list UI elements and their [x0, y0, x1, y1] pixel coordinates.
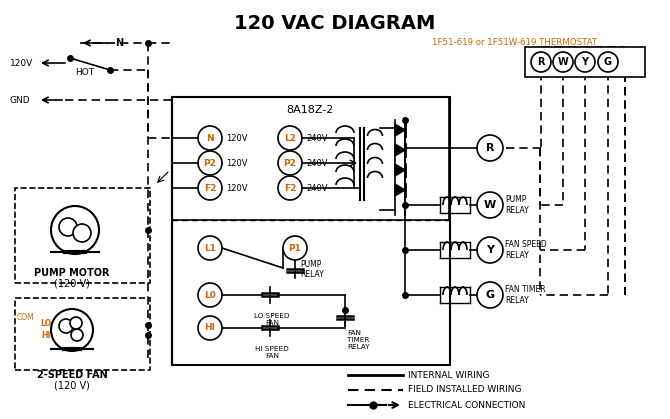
- Circle shape: [198, 126, 222, 150]
- Circle shape: [575, 52, 595, 72]
- Text: COM: COM: [17, 313, 35, 323]
- Text: FAN SPEED
RELAY: FAN SPEED RELAY: [505, 241, 547, 260]
- Circle shape: [59, 319, 73, 333]
- Text: 240V: 240V: [306, 184, 328, 192]
- Text: P1: P1: [289, 243, 302, 253]
- Text: G: G: [486, 290, 494, 300]
- Text: L1: L1: [204, 243, 216, 253]
- Text: L2: L2: [284, 134, 296, 142]
- Text: 240V: 240V: [306, 134, 328, 142]
- Text: 120 VAC DIAGRAM: 120 VAC DIAGRAM: [234, 14, 436, 33]
- Text: ELECTRICAL CONNECTION: ELECTRICAL CONNECTION: [408, 401, 525, 409]
- Text: LO SPEED
FAN: LO SPEED FAN: [254, 313, 289, 326]
- Text: HI: HI: [204, 323, 216, 333]
- Circle shape: [70, 317, 82, 329]
- Bar: [15, 188, 150, 283]
- Circle shape: [198, 316, 222, 340]
- Circle shape: [198, 151, 222, 175]
- Circle shape: [73, 224, 91, 242]
- Circle shape: [477, 282, 503, 308]
- Circle shape: [198, 283, 222, 307]
- Text: 120V: 120V: [226, 134, 247, 142]
- Text: 120V: 120V: [10, 59, 34, 67]
- Text: FAN
TIMER
RELAY: FAN TIMER RELAY: [347, 330, 370, 350]
- Text: 120V: 120V: [226, 184, 247, 192]
- Polygon shape: [395, 124, 405, 136]
- Circle shape: [198, 236, 222, 260]
- Circle shape: [477, 192, 503, 218]
- Circle shape: [531, 52, 551, 72]
- Text: N: N: [206, 134, 214, 142]
- Bar: [172, 97, 449, 220]
- Bar: [525, 47, 645, 77]
- Circle shape: [477, 237, 503, 263]
- Circle shape: [278, 126, 302, 150]
- Polygon shape: [395, 184, 405, 196]
- Text: LO: LO: [40, 320, 51, 328]
- Text: N: N: [115, 38, 123, 48]
- Polygon shape: [395, 144, 405, 156]
- Text: (120 V): (120 V): [54, 278, 90, 288]
- Text: F2: F2: [204, 184, 216, 192]
- Text: PUMP
RELAY: PUMP RELAY: [300, 260, 324, 279]
- Text: FAN TIMER
RELAY: FAN TIMER RELAY: [505, 285, 545, 305]
- Text: (120 V): (120 V): [54, 380, 90, 390]
- Text: 1F51-619 or 1F51W-619 THERMOSTAT: 1F51-619 or 1F51W-619 THERMOSTAT: [432, 38, 597, 47]
- Circle shape: [71, 329, 83, 341]
- Text: W: W: [557, 57, 568, 67]
- Circle shape: [553, 52, 573, 72]
- Text: W: W: [484, 200, 496, 210]
- Text: INTERNAL WIRING: INTERNAL WIRING: [408, 370, 490, 380]
- Circle shape: [598, 52, 618, 72]
- Text: P2: P2: [204, 158, 216, 168]
- Text: Y: Y: [582, 57, 588, 67]
- Text: R: R: [486, 143, 494, 153]
- Circle shape: [51, 309, 93, 351]
- Bar: [15, 298, 150, 370]
- Text: 120V: 120V: [226, 158, 247, 168]
- Text: 240V: 240V: [306, 158, 328, 168]
- Circle shape: [59, 218, 77, 236]
- Text: PUMP MOTOR: PUMP MOTOR: [34, 268, 110, 278]
- Text: HI SPEED
FAN: HI SPEED FAN: [255, 346, 289, 359]
- Circle shape: [278, 176, 302, 200]
- Bar: [172, 97, 450, 365]
- Text: L0: L0: [204, 290, 216, 300]
- Text: GND: GND: [10, 96, 31, 104]
- Text: HOT: HOT: [75, 67, 94, 77]
- Circle shape: [278, 151, 302, 175]
- Text: 2-SPEED FAN: 2-SPEED FAN: [37, 370, 107, 380]
- Text: 8A18Z-2: 8A18Z-2: [286, 105, 334, 115]
- Text: Y: Y: [486, 245, 494, 255]
- Circle shape: [198, 176, 222, 200]
- Text: PUMP
RELAY: PUMP RELAY: [505, 195, 529, 215]
- Text: G: G: [604, 57, 612, 67]
- Text: HI: HI: [42, 331, 51, 339]
- Text: FIELD INSTALLED WIRING: FIELD INSTALLED WIRING: [408, 385, 521, 395]
- Circle shape: [51, 206, 99, 254]
- Text: F2: F2: [284, 184, 296, 192]
- Text: P2: P2: [283, 158, 296, 168]
- Circle shape: [283, 236, 307, 260]
- Text: R: R: [537, 57, 545, 67]
- Polygon shape: [395, 164, 405, 176]
- Circle shape: [477, 135, 503, 161]
